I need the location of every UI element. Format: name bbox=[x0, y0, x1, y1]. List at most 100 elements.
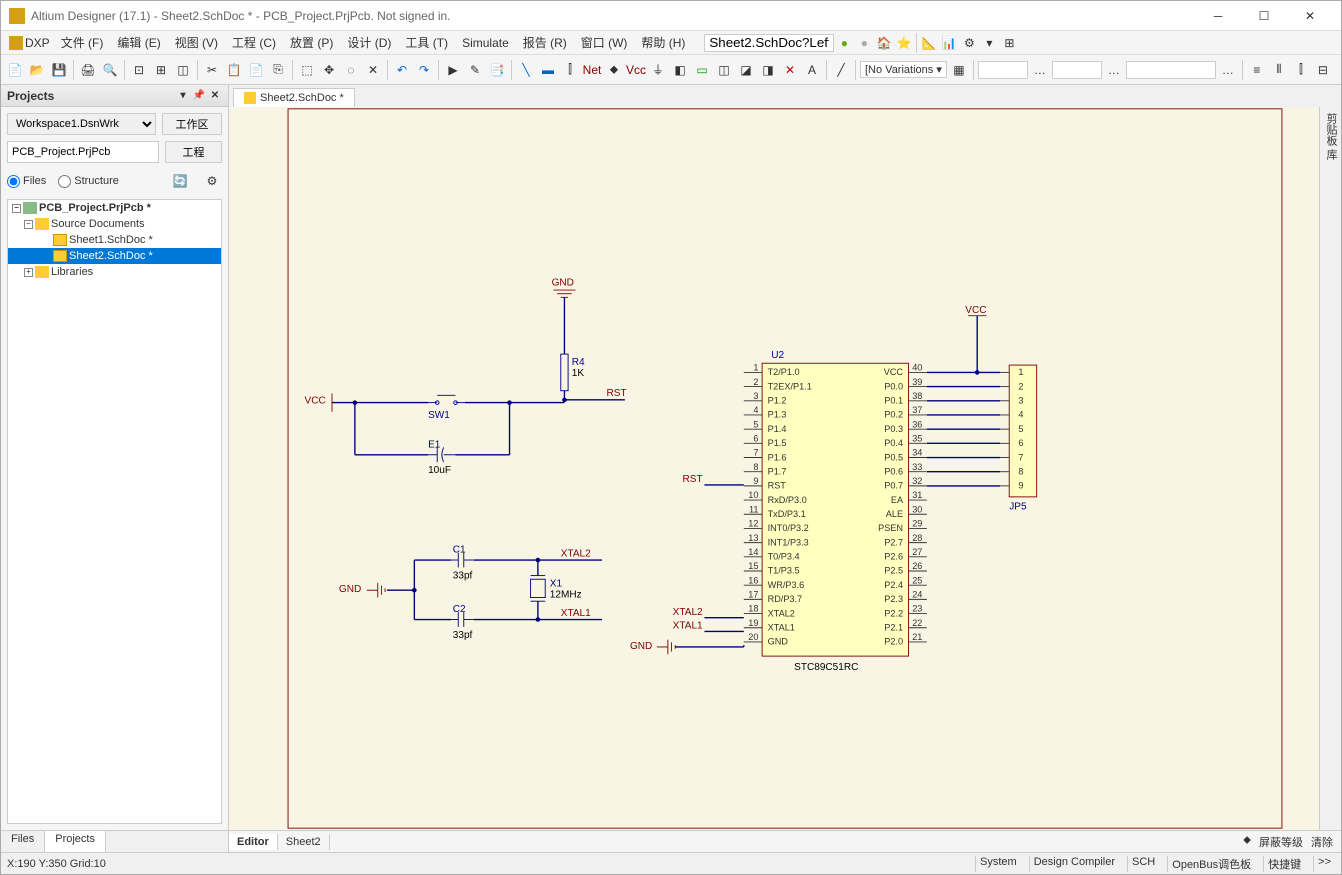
tree-sheet2[interactable]: Sheet2.SchDoc * bbox=[8, 248, 221, 264]
harness-icon[interactable]: ⫿ bbox=[560, 60, 580, 80]
menu-view[interactable]: 视图 (V) bbox=[168, 31, 225, 54]
tab-sheet2[interactable]: Sheet2 bbox=[278, 834, 330, 850]
home-icon[interactable]: 🏠 bbox=[874, 33, 894, 53]
status-openbus[interactable]: OpenBus调色板 bbox=[1167, 856, 1255, 872]
status-shortcut[interactable]: 快捷键 bbox=[1263, 856, 1305, 872]
menu-edit[interactable]: 编辑 (E) bbox=[110, 31, 167, 54]
panel-close-icon[interactable]: ✕ bbox=[208, 89, 222, 103]
bus-icon[interactable]: ▬ bbox=[538, 60, 558, 80]
zoom-area-icon[interactable]: ⊞ bbox=[151, 60, 171, 80]
doc-tab-sheet2[interactable]: Sheet2.SchDoc * bbox=[233, 88, 355, 107]
combo2[interactable] bbox=[1052, 61, 1102, 79]
select-icon[interactable]: ⬚ bbox=[297, 60, 317, 80]
align2-icon[interactable]: ⫴ bbox=[1269, 60, 1289, 80]
mask-level[interactable]: 屏蔽等级 bbox=[1259, 834, 1303, 850]
tab-files[interactable]: Files bbox=[1, 831, 45, 852]
compile-icon[interactable]: ▶ bbox=[443, 60, 463, 80]
menu-help[interactable]: 帮助 (H) bbox=[634, 31, 692, 54]
fav-icon[interactable]: ⭐ bbox=[894, 33, 914, 53]
maximize-button[interactable]: ☐ bbox=[1241, 1, 1287, 31]
comp-x1[interactable]: X1 12MHz bbox=[531, 576, 582, 602]
workspace-button[interactable]: 工作区 bbox=[162, 113, 222, 135]
power-icon[interactable]: Vcc bbox=[626, 60, 646, 80]
grid-icon[interactable]: ⊞ bbox=[999, 33, 1019, 53]
structure-radio[interactable]: Structure bbox=[58, 175, 119, 188]
comp-c1[interactable]: C1 33pf bbox=[451, 545, 474, 582]
part-icon[interactable]: ◧ bbox=[670, 60, 690, 80]
workspace-select[interactable]: Workspace1.DsnWrk bbox=[7, 113, 156, 135]
align-icon[interactable]: ≡ bbox=[1247, 60, 1267, 80]
noerc-icon[interactable]: ✕ bbox=[780, 60, 800, 80]
minimize-button[interactable]: ─ bbox=[1195, 1, 1241, 31]
comp-e1[interactable]: E1 10uF bbox=[428, 439, 455, 476]
print-icon[interactable]: 🖨 bbox=[78, 60, 98, 80]
zoom-fit-icon[interactable]: ⊡ bbox=[129, 60, 149, 80]
save-icon[interactable]: 💾 bbox=[49, 60, 69, 80]
deselect-icon[interactable]: ◌ bbox=[341, 60, 361, 80]
panel-dropdown-icon[interactable]: ▾ bbox=[176, 89, 190, 103]
tree-libraries[interactable]: +Libraries bbox=[8, 264, 221, 280]
line-icon[interactable]: ╱ bbox=[831, 60, 851, 80]
undo-icon[interactable]: ↶ bbox=[392, 60, 412, 80]
ellipsis3-icon[interactable]: … bbox=[1218, 60, 1238, 80]
comp-c2[interactable]: C2 33pf bbox=[451, 604, 474, 641]
copy-icon[interactable]: 📋 bbox=[224, 60, 244, 80]
paste-icon[interactable]: 📄 bbox=[246, 60, 266, 80]
gnd-icon[interactable]: ⏚ bbox=[648, 60, 668, 80]
nav-icon[interactable]: ⬥ bbox=[1243, 834, 1251, 850]
browse-icon[interactable]: 📑 bbox=[487, 60, 507, 80]
tree-sheet1[interactable]: Sheet1.SchDoc * bbox=[8, 232, 221, 248]
ellipsis2-icon[interactable]: … bbox=[1104, 60, 1124, 80]
nav-fwd-icon[interactable]: ● bbox=[854, 33, 874, 53]
settings-icon[interactable]: ⚙ bbox=[202, 171, 222, 191]
project-input[interactable] bbox=[7, 141, 159, 163]
clear-icon[interactable]: ✕ bbox=[363, 60, 383, 80]
var-icon[interactable]: ▦ bbox=[949, 60, 969, 80]
status-system[interactable]: System bbox=[975, 856, 1021, 872]
tool-icon2[interactable]: 📊 bbox=[939, 33, 959, 53]
cut-icon[interactable]: ✂ bbox=[202, 60, 222, 80]
port-icon[interactable]: ⬥ bbox=[604, 60, 624, 80]
address-bar[interactable] bbox=[704, 34, 834, 52]
files-radio[interactable]: Files bbox=[7, 175, 46, 188]
device-icon[interactable]: ◫ bbox=[714, 60, 734, 80]
status-more[interactable]: >> bbox=[1313, 856, 1335, 872]
entry-icon[interactable]: ◪ bbox=[736, 60, 756, 80]
comp-sw1[interactable]: SW1 bbox=[428, 395, 465, 421]
harness2-icon[interactable]: ◨ bbox=[758, 60, 778, 80]
refresh-icon[interactable]: 🔄 bbox=[170, 171, 190, 191]
side-tabs[interactable]: 剪贴板 库 bbox=[1319, 107, 1341, 830]
net-icon[interactable]: Net bbox=[582, 60, 602, 80]
open-icon[interactable]: 📂 bbox=[27, 60, 47, 80]
new-icon[interactable]: 📄 bbox=[5, 60, 25, 80]
tool-icon3[interactable]: ⚙ bbox=[959, 33, 979, 53]
tree-source-docs[interactable]: −Source Documents bbox=[8, 216, 221, 232]
variations-dropdown[interactable]: [No Variations ▾ bbox=[860, 61, 947, 78]
dxp-menu[interactable]: DXP bbox=[5, 34, 54, 52]
text-icon[interactable]: A bbox=[802, 60, 822, 80]
panel-pin-icon[interactable]: 📌 bbox=[192, 89, 206, 103]
menu-tools[interactable]: 工具 (T) bbox=[398, 31, 455, 54]
sheet-icon[interactable]: ▭ bbox=[692, 60, 712, 80]
menu-file[interactable]: 文件 (F) bbox=[54, 31, 111, 54]
status-dc[interactable]: Design Compiler bbox=[1029, 856, 1119, 872]
menu-project[interactable]: 工程 (C) bbox=[225, 31, 283, 54]
stamp-icon[interactable]: ⎘ bbox=[268, 60, 288, 80]
ellipsis1-icon[interactable]: … bbox=[1030, 60, 1050, 80]
clear-button[interactable]: 清除 bbox=[1311, 834, 1333, 850]
cross-icon[interactable]: ✎ bbox=[465, 60, 485, 80]
comp-r4[interactable]: R4 1K bbox=[561, 354, 585, 391]
redo-icon[interactable]: ↷ bbox=[414, 60, 434, 80]
tree-project[interactable]: −PCB_Project.PrjPcb * bbox=[8, 200, 221, 216]
status-sch[interactable]: SCH bbox=[1127, 856, 1159, 872]
nav-back-icon[interactable]: ● bbox=[834, 33, 854, 53]
preview-icon[interactable]: 🔍 bbox=[100, 60, 120, 80]
zoom-sel-icon[interactable]: ◫ bbox=[173, 60, 193, 80]
combo1[interactable] bbox=[978, 61, 1028, 79]
tab-editor[interactable]: Editor bbox=[229, 834, 278, 850]
align3-icon[interactable]: ⫿ bbox=[1291, 60, 1311, 80]
combo3[interactable] bbox=[1126, 61, 1216, 79]
menu-report[interactable]: 报告 (R) bbox=[516, 31, 574, 54]
menu-design[interactable]: 设计 (D) bbox=[340, 31, 398, 54]
tab-projects[interactable]: Projects bbox=[45, 831, 106, 852]
